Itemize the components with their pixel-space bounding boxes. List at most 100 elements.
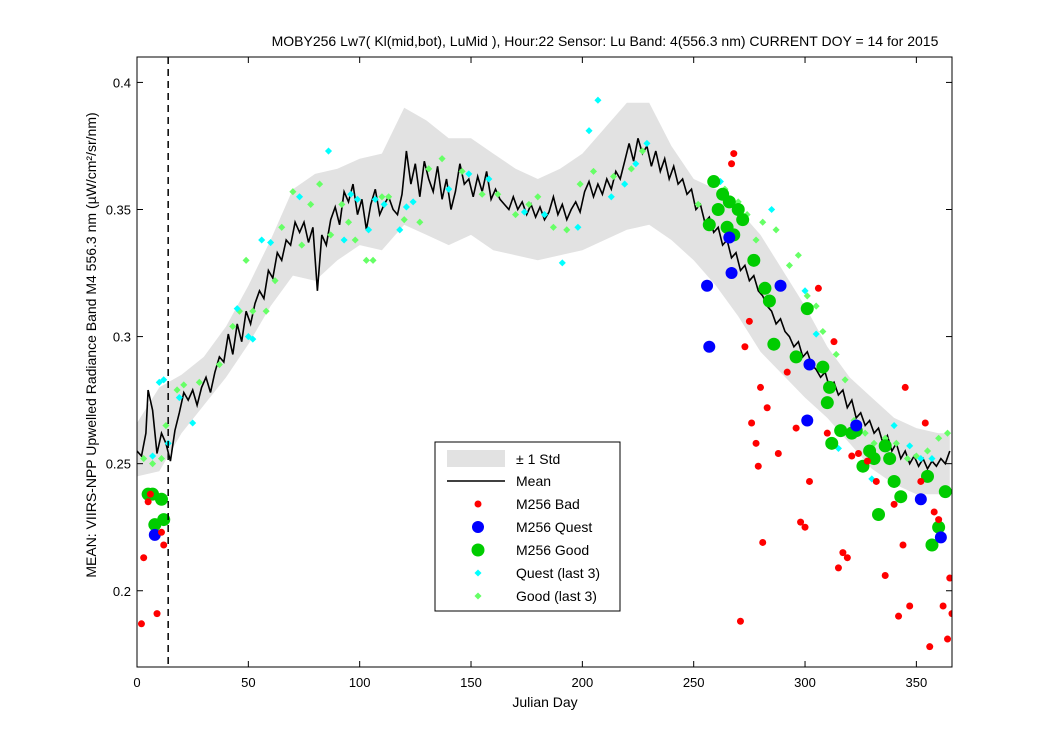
plot-frame [136,56,953,668]
m256-good-point [932,520,946,534]
quest-last3-point [540,211,549,219]
m256-bad-point [783,368,791,376]
m256-quest-point [774,279,787,292]
good-last3-point [627,165,635,173]
good-last3-point [478,190,486,198]
legend-quest-label: M256 Quest [516,519,592,535]
legend-quest-last3-marker [474,569,482,577]
legend: ± 1 Std Mean M256 Bad M256 Quest M256 Go… [434,441,621,612]
good-last3-point [215,361,223,369]
good-last3-point [262,307,270,315]
good-last3-point [180,381,188,389]
x-tick-label: 0 [133,675,140,690]
quest-last3-point [189,419,197,427]
m256-good-point [894,490,908,504]
quest-last3-point [520,208,528,216]
legend-bad-marker [474,500,482,508]
good-last3-point [149,460,157,468]
x-tick-label: 150 [460,675,482,690]
m256-good-point [834,424,848,438]
m256-bad-point [144,498,152,506]
legend-good-last3-marker [474,592,482,600]
good-last3-point [316,180,324,188]
x-tick-label: 250 [683,675,705,690]
m256-good-point [872,508,886,521]
good-last3-point [841,376,849,384]
good-last3-point [458,167,466,175]
m256-good-point [887,474,901,488]
m256-bad-point [935,516,943,524]
legend-mean-label: Mean [516,473,551,489]
m256-bad-point [872,477,880,485]
good-last3-point [832,350,840,358]
quest-last3-point [175,394,183,402]
m256-good-point [702,218,716,232]
m256-bad-point [843,554,851,562]
quest-last3-point [149,452,157,460]
quest-last3-point [258,236,266,244]
m256-quest-point [725,267,738,280]
good-last3-point [861,429,869,437]
x-tick-label: 100 [349,675,371,690]
quest-last3-point [371,195,379,203]
quest-last3-point [632,160,640,168]
good-last3-point [494,190,502,198]
legend-bad-label: M256 Bad [516,496,580,512]
m256-bad-point [157,528,165,536]
m256-bad-point [944,635,952,643]
good-last3-point [307,200,315,208]
legend-good-marker [471,543,485,557]
good-last3-point [278,223,286,231]
m256-good-point [883,452,897,466]
m256-good-point [157,513,171,527]
m256-good-point [154,492,168,506]
good-last3-point [563,226,571,234]
m256-bad-point [834,564,842,572]
quest-last3-point [396,226,404,234]
quest-last3-point [365,226,373,234]
m256-good-point [736,213,750,227]
good-last3-point [903,455,912,463]
m256-bad-point [939,602,947,610]
m256-bad-point [863,457,871,465]
m256-good-point [762,294,776,308]
good-last3-point [549,223,557,231]
m256-good-point [878,439,892,453]
quest-last3-point [233,305,241,313]
m256-good-point [731,203,745,216]
good-last3-point [242,256,250,264]
x-tick-label: 50 [241,675,255,690]
quest-last3-point [347,190,355,198]
m256-good-point [722,195,736,209]
x-axis-ticks: 0 50 100 150 200 250 300 350 [133,57,927,690]
quest-last3-point [296,193,304,201]
m256-bad-point [839,549,847,557]
legend-box [434,441,621,612]
good-last3-point [812,302,820,310]
m256-quest-point [148,528,161,541]
good-last3-point [525,200,533,208]
m256-good-point [800,302,814,316]
good-last3-point [794,251,802,259]
good-last3-point [803,292,811,300]
quest-last3-point [585,127,593,135]
m256-quest-point [934,531,947,544]
good-last3-point [378,193,386,201]
good-last3-point [638,147,647,155]
good-last3-point [351,236,359,244]
good-last3-point [289,188,297,196]
y-tick-label: 0.4 [113,75,131,90]
good-last3-point [944,429,952,437]
good-last3-point [438,155,446,163]
quest-last3-point [465,170,473,178]
good-last3-point [923,447,932,455]
good-last3-point [345,218,353,226]
m256-quest-point [701,279,714,292]
good-last3-point [589,167,598,175]
good-last3-point [362,256,370,264]
m256-bad-point [137,620,145,628]
good-last3-point [173,386,181,394]
m256-bad-point [728,160,736,168]
